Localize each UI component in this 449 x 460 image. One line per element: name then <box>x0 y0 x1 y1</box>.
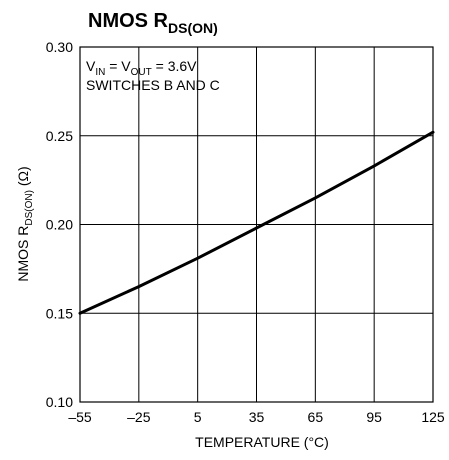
chart-title-subscript: DS(ON) <box>168 20 218 36</box>
x-tick-label: 35 <box>249 409 265 425</box>
x-tick-labels: –55 –25 5 35 65 95 125 <box>68 409 445 425</box>
grid <box>79 46 434 403</box>
y-axis-label: NMOS RDS(ON) (Ω) <box>15 166 35 281</box>
y-axis-label-unit: (Ω) <box>15 166 31 190</box>
x-tick-label: 5 <box>194 409 202 425</box>
x-axis-label: TEMPERATURE (°C) <box>195 434 329 450</box>
annotation-switches: SWITCHES B AND C <box>86 77 220 93</box>
annotation-voltage: = 3.6V <box>152 58 197 74</box>
y-tick-label: 0.25 <box>46 128 73 144</box>
y-axis-label-sub: DS(ON) <box>24 190 35 226</box>
annotation-vout-sub: OUT <box>131 67 152 78</box>
x-tick-label: –55 <box>68 409 92 425</box>
x-tick-label: 65 <box>308 409 324 425</box>
annotation-vin: V <box>86 58 96 74</box>
annotation-vin-sub: IN <box>95 67 105 78</box>
chart-title: NMOS RDS(ON) <box>88 10 218 36</box>
annotation-condition: VIN = VOUT = 3.6V <box>86 58 197 78</box>
x-tick-label: 95 <box>366 409 382 425</box>
y-tick-label: 0.15 <box>46 305 73 321</box>
x-tick-label: –25 <box>127 409 151 425</box>
y-tick-label: 0.10 <box>46 394 73 410</box>
chart-title-main: NMOS R <box>88 10 169 32</box>
x-tick-label: 125 <box>421 409 445 425</box>
y-tick-label: 0.20 <box>46 217 73 233</box>
y-tick-labels: 0.10 0.15 0.20 0.25 0.30 <box>46 39 73 410</box>
plot-frame <box>79 46 434 403</box>
y-tick-label: 0.30 <box>46 39 73 55</box>
annotation-equals: = V <box>105 58 131 74</box>
series-line <box>78 130 435 315</box>
y-axis-label-main: NMOS R <box>15 226 31 282</box>
